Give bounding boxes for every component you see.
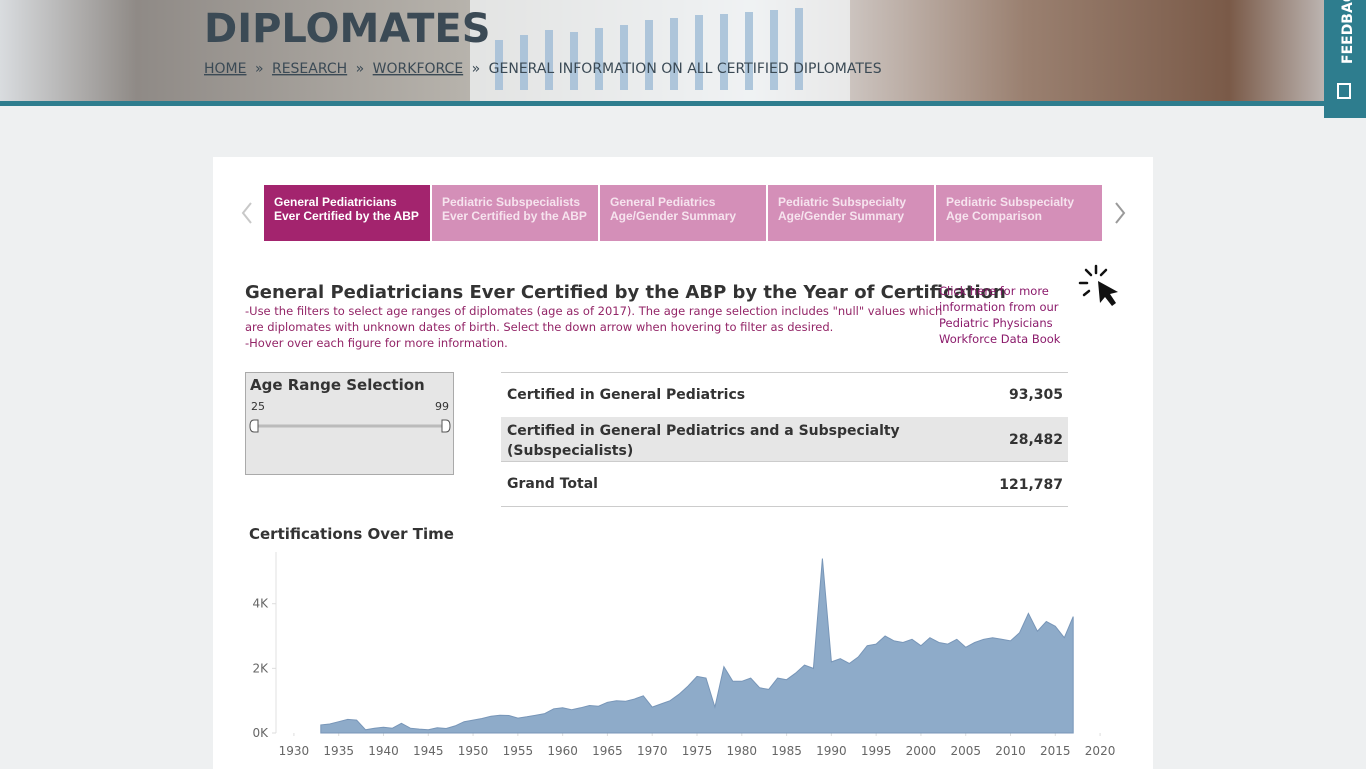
x-tick-label: 1965 xyxy=(592,744,623,758)
breadcrumb-link[interactable]: HOME xyxy=(204,61,246,77)
tab[interactable] xyxy=(600,185,766,241)
breadcrumb-separator: » xyxy=(356,61,365,77)
breadcrumb-current: GENERAL INFORMATION ON ALL CERTIFIED DIP… xyxy=(489,61,882,77)
header-paper xyxy=(470,0,850,102)
tab-label[interactable]: Ever Certified by the ABP xyxy=(274,209,419,223)
tab-next[interactable] xyxy=(1115,202,1126,224)
x-tick-label: 1950 xyxy=(458,744,489,758)
tab-label[interactable]: General Pediatricians xyxy=(274,195,397,209)
header-decor xyxy=(495,8,803,90)
x-tick-label: 1985 xyxy=(771,744,802,758)
table-row-shade xyxy=(501,417,1068,461)
x-tick-label: 2005 xyxy=(950,744,981,758)
chart-title: Certifications Over Time xyxy=(249,525,454,543)
tab-label[interactable]: Pediatric Subspecialty xyxy=(778,195,906,209)
tab[interactable] xyxy=(432,185,598,241)
x-tick-label: 1980 xyxy=(727,744,758,758)
summary-table: Certified in General Pediatrics 93,305 C… xyxy=(501,372,1068,507)
slider-handle-max[interactable] xyxy=(441,419,451,433)
table-label: (Subspecialists) xyxy=(507,443,633,459)
tab-label[interactable]: Age/Gender Summary xyxy=(778,209,904,223)
tab[interactable] xyxy=(936,185,1102,241)
filter-box xyxy=(245,372,454,475)
table-value: 121,787 xyxy=(999,477,1063,493)
tab[interactable] xyxy=(264,185,430,241)
tab-prev[interactable] xyxy=(241,202,252,224)
table-label: Grand Total xyxy=(507,476,598,492)
x-tick-label: 1945 xyxy=(413,744,444,758)
breadcrumb-link[interactable]: RESEARCH xyxy=(272,61,347,77)
databook-link[interactable]: Click here for more information from our… xyxy=(939,284,1061,346)
feedback-icon[interactable] xyxy=(1337,83,1351,99)
tab-label[interactable]: Pediatric Subspecialists xyxy=(442,195,580,209)
filter-max: 99 xyxy=(435,400,449,413)
instruction-line: -Hover over each figure for more informa… xyxy=(245,336,508,350)
section-title: General Pediatricians Ever Certified by … xyxy=(245,282,1006,303)
feedback-label[interactable]: FEEDBACK xyxy=(1340,0,1356,64)
link-line[interactable]: Click here for more xyxy=(939,284,1049,298)
table-label: Certified in General Pediatrics xyxy=(507,387,745,403)
y-tick-label: 4K xyxy=(252,597,269,611)
x-tick-label: 1960 xyxy=(547,744,578,758)
breadcrumb-separator: » xyxy=(255,61,264,77)
x-tick-label: 1970 xyxy=(637,744,668,758)
filter-title: Age Range Selection xyxy=(250,376,425,394)
y-tick-label: 0K xyxy=(252,726,269,740)
x-tick-label: 1955 xyxy=(503,744,534,758)
link-line[interactable]: Pediatric Physicians xyxy=(939,316,1053,330)
x-tick-label: 1930 xyxy=(279,744,310,758)
table-label: Certified in General Pediatrics and a Su… xyxy=(507,423,900,439)
tab-label[interactable]: Age/Gender Summary xyxy=(610,209,736,223)
tab-label[interactable]: General Pediatrics xyxy=(610,195,716,209)
tab[interactable] xyxy=(768,185,934,241)
x-tick-label: 1935 xyxy=(323,744,354,758)
x-tick-label: 1975 xyxy=(682,744,713,758)
x-tick-label: 2015 xyxy=(1040,744,1071,758)
header-border xyxy=(0,101,1366,106)
x-tick-label: 2000 xyxy=(906,744,937,758)
area xyxy=(320,558,1074,734)
y-tick-label: 2K xyxy=(252,661,269,675)
filter-min: 25 xyxy=(251,400,265,413)
instructions: -Use the filters to select age ranges of… xyxy=(245,304,942,350)
link-line[interactable]: Workforce Data Book xyxy=(939,332,1061,346)
table-value: 93,305 xyxy=(1009,387,1063,403)
link-line[interactable]: information from our xyxy=(939,300,1059,314)
chart: 0K 2K 4K 1930 1935 1940 1945 1950 1955 1960 1965 19… xyxy=(252,558,1116,758)
tab-label[interactable]: Age Comparison xyxy=(946,209,1042,223)
instruction-line: are diplomates with unknown dates of bir… xyxy=(245,320,833,334)
feedback-tab[interactable]: FEEDBACK xyxy=(1324,0,1366,118)
x-tick-label: 2020 xyxy=(1085,744,1116,758)
tab-label[interactable]: Ever Certified by the ABP xyxy=(442,209,587,223)
breadcrumb-link[interactable]: WORKFORCE xyxy=(373,61,464,77)
x-tick-label: 1940 xyxy=(368,744,399,758)
x-tick-label: 1990 xyxy=(816,744,847,758)
page-title: DIPLOMATES xyxy=(204,6,491,52)
slider-handle-min[interactable] xyxy=(249,419,259,433)
table-value: 28,482 xyxy=(1009,432,1063,448)
x-tick-label: 2010 xyxy=(995,744,1026,758)
breadcrumb: HOME » RESEARCH » WORKFORCE » GENERAL IN… xyxy=(204,61,882,77)
tab-label[interactable]: Pediatric Subspecialty xyxy=(946,195,1074,209)
breadcrumb-separator: » xyxy=(472,61,481,77)
click-icon[interactable] xyxy=(1078,264,1118,306)
x-tick-label: 1995 xyxy=(861,744,892,758)
instruction-line: -Use the filters to select age ranges of… xyxy=(245,304,942,318)
